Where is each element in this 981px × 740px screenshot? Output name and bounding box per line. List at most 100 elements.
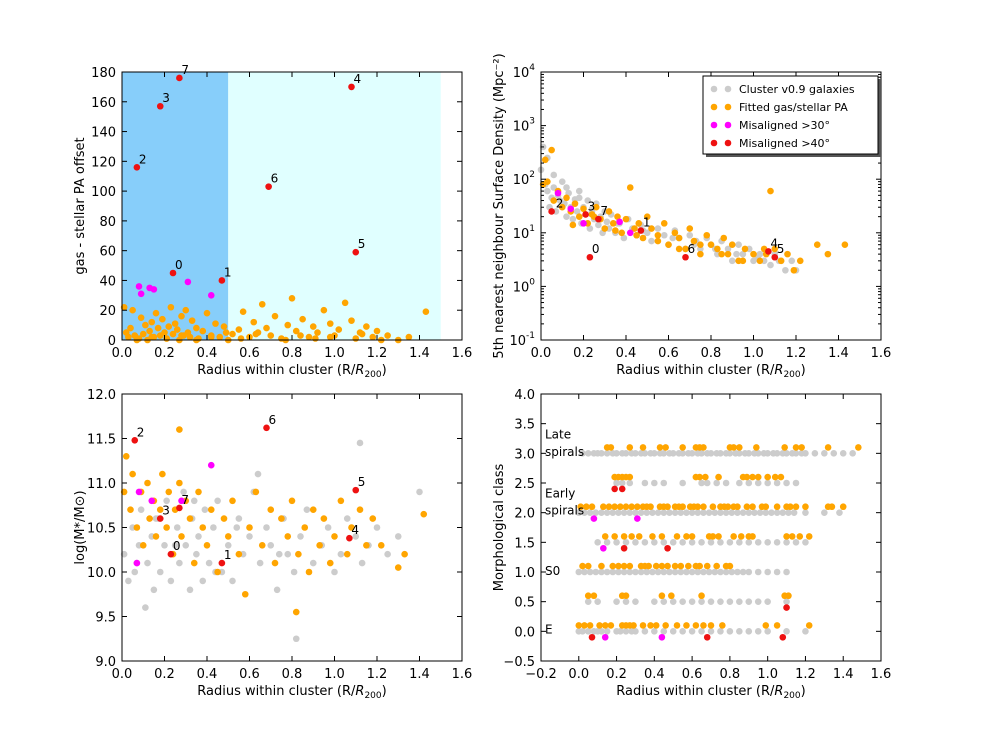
mis40-point	[352, 486, 360, 494]
fitted-point	[222, 329, 230, 336]
cluster-point	[613, 598, 620, 605]
point-label: 1	[643, 216, 651, 230]
mass-panel: 0 1 2 37 4 5 6 0.0 0.2 0.4 0.6 0.8 1.0 1.2 1.4 1.6 9.0 9.…	[73, 388, 472, 701]
fitted-point	[267, 506, 275, 513]
density-panel: 2 3 7 1 0 6 45 0.0 0.2 0.4 0.6 0.8 1.0 1.2 1.4 1.6 10-1 1…	[492, 53, 891, 380]
fitted-point	[394, 564, 402, 571]
fitted-point	[214, 568, 221, 576]
cluster-point	[666, 509, 673, 516]
cluster-point	[821, 450, 828, 457]
fitted-point	[309, 506, 317, 513]
point-label: 3	[588, 199, 596, 213]
fitted-point	[377, 542, 385, 549]
cluster-point	[649, 568, 656, 576]
point-label: 7	[600, 204, 608, 218]
cluster-point	[666, 568, 673, 576]
cluster-point	[579, 628, 586, 635]
cluster-point	[643, 509, 651, 516]
fitted-point	[563, 194, 570, 202]
cluster-point	[660, 539, 668, 546]
y-tick-label: 100	[513, 277, 536, 295]
fitted-point	[592, 203, 600, 211]
cluster-point	[622, 598, 630, 605]
cluster-point	[783, 628, 790, 635]
cluster-point	[290, 568, 298, 576]
fitted-point	[730, 533, 737, 540]
fitted-point	[267, 332, 275, 339]
cluster-point	[654, 568, 662, 576]
fitted-point	[575, 622, 583, 629]
cluster-point	[705, 568, 713, 576]
y-tick-label: 160	[91, 96, 116, 111]
cluster-point	[331, 568, 338, 576]
cluster-point	[297, 533, 304, 540]
fitted-point	[773, 503, 781, 511]
cluster-point	[683, 509, 690, 516]
fitted-point	[696, 473, 703, 481]
point-label: 5	[777, 242, 785, 256]
cluster-point	[613, 539, 620, 546]
fitted-point	[682, 245, 689, 253]
x-tick-label: 0.4	[616, 346, 637, 361]
fitted-point	[284, 321, 292, 329]
cluster-point	[736, 450, 743, 457]
fitted-point	[611, 503, 618, 511]
fitted-point	[186, 515, 194, 522]
cluster-point	[199, 577, 207, 585]
fitted-point	[700, 503, 707, 511]
legend-marker	[724, 85, 732, 93]
fitted-point	[652, 622, 660, 629]
fitted-point	[316, 542, 323, 549]
cluster-point	[792, 479, 800, 487]
cluster-point	[768, 509, 775, 516]
cluster-point	[190, 497, 198, 505]
cluster-point	[736, 598, 743, 605]
cluster-point	[622, 628, 630, 635]
x-axis-label: Radius within cluster (R/R200)	[616, 363, 805, 380]
mis30-point	[616, 218, 623, 226]
fitted-point	[343, 550, 351, 558]
y-tick-label: 2.5	[514, 477, 535, 492]
fitted-point	[668, 592, 675, 600]
fitted-point	[577, 503, 584, 511]
mis30-point	[590, 515, 598, 522]
x-tick-label: 0.0	[112, 667, 133, 682]
cluster-point	[584, 450, 592, 457]
cluster-point	[821, 509, 828, 516]
y-tick-label: 102	[513, 170, 535, 188]
mis40-point	[265, 183, 272, 190]
fitted-point	[617, 503, 624, 511]
fitted-point	[250, 318, 258, 326]
mis40-point	[131, 436, 139, 444]
fitted-point	[647, 503, 654, 511]
cluster-point	[694, 568, 702, 576]
fitted-point	[541, 156, 549, 164]
fitted-point	[420, 510, 428, 518]
fitted-point	[756, 257, 764, 265]
fitted-point	[152, 533, 160, 540]
cluster-point	[654, 509, 662, 516]
fitted-point	[422, 308, 430, 316]
mis40-point	[218, 277, 226, 284]
fitted-point	[239, 308, 247, 316]
cluster-point	[620, 568, 628, 576]
y-tick-label: 12.0	[87, 388, 116, 403]
cluster-point	[394, 533, 402, 540]
fitted-point	[590, 592, 598, 600]
cluster-point	[745, 509, 753, 516]
x-axis-label: Radius within cluster (R/R200)	[197, 363, 386, 380]
fitted-point	[252, 330, 260, 338]
fitted-point	[588, 503, 596, 511]
cluster-point	[717, 450, 724, 457]
legend-label: Cluster v0.9 galaxies	[739, 83, 855, 96]
cluster-point	[733, 250, 740, 258]
class-label: spirals	[545, 503, 584, 517]
fitted-point	[665, 241, 672, 248]
mis40-point	[218, 559, 226, 567]
cluster-point	[641, 450, 649, 457]
fitted-point	[652, 562, 660, 570]
cluster-point	[754, 628, 762, 635]
fitted-point	[229, 330, 236, 338]
cluster-point	[802, 450, 809, 457]
